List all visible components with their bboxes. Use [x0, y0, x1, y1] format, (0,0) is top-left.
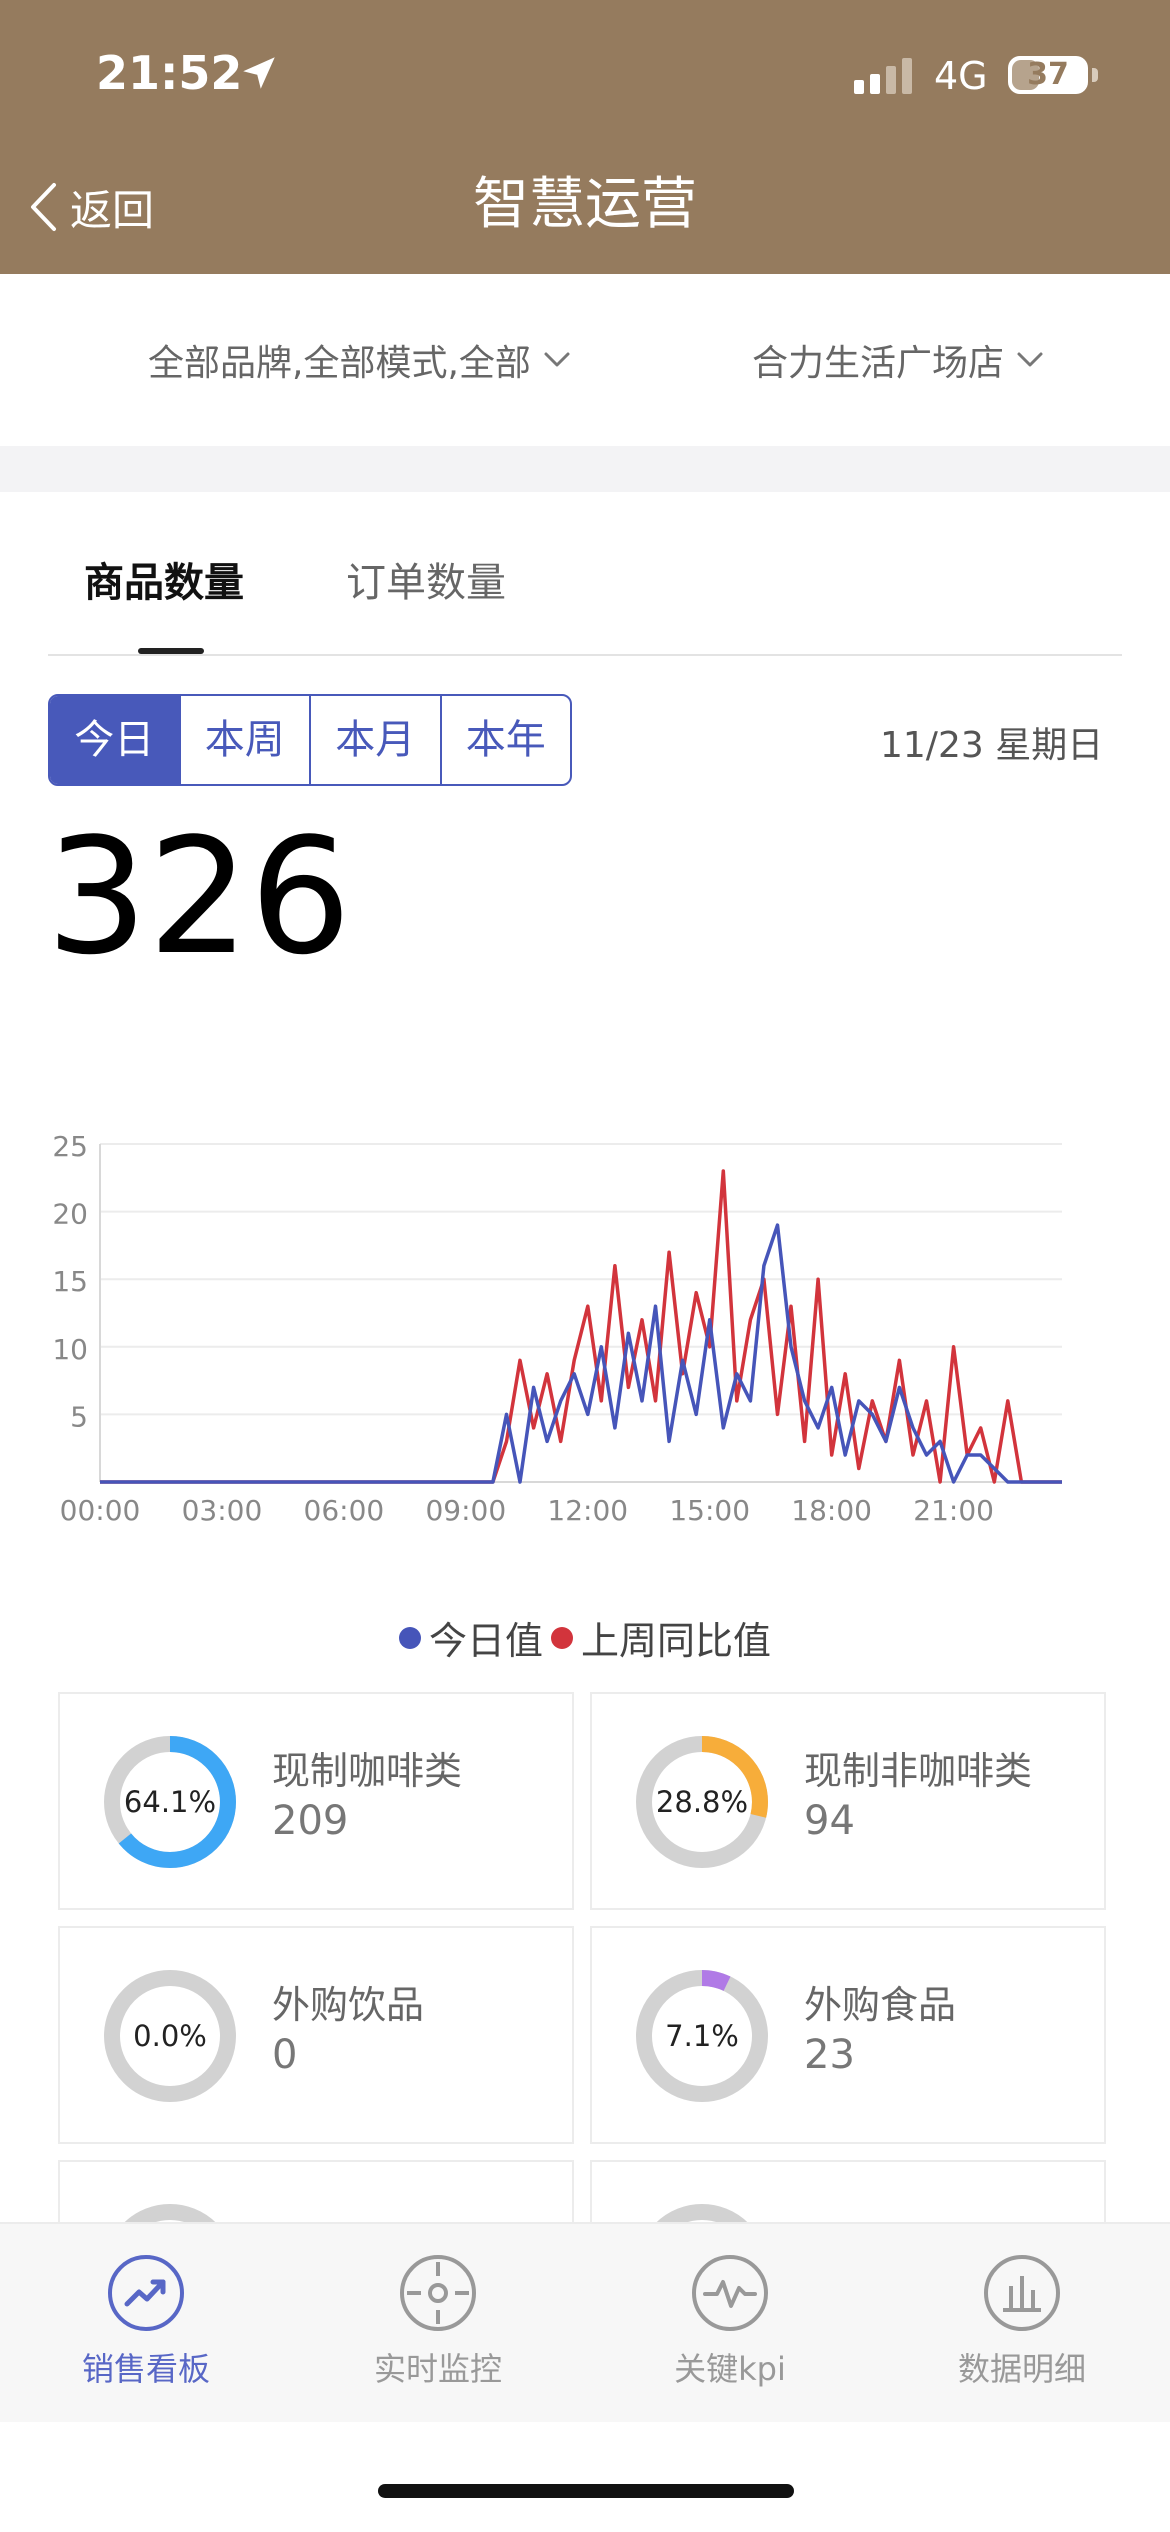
x-tick-label: 12:00 — [547, 1494, 628, 1527]
x-tick-label: 06:00 — [304, 1494, 385, 1527]
tab-label: 关键kpi — [674, 2350, 786, 2388]
battery-icon: 37 — [1008, 56, 1088, 94]
page-title: 智慧运营 — [473, 172, 697, 237]
y-tick-label: 25 — [52, 1130, 88, 1163]
donut-chart — [104, 1736, 236, 1868]
nav-bar: 智慧运营 返回 — [0, 150, 1170, 274]
tab-key-kpi[interactable]: 关键kpi — [584, 2252, 876, 2390]
category-percent: 28.8% — [655, 1785, 749, 1819]
back-label: 返回 — [70, 185, 155, 235]
network-type: 4G — [934, 54, 988, 98]
home-indicator[interactable] — [378, 2484, 794, 2498]
category-name: 现制咖啡类 — [272, 1749, 463, 1793]
battery-level: 37 — [1027, 57, 1069, 92]
donut-track — [104, 1970, 236, 2102]
y-tick-label: 15 — [52, 1265, 88, 1298]
category-percent: 0.0% — [133, 2019, 207, 2053]
x-tick-label: 21:00 — [913, 1494, 994, 1527]
category-percent: 64.1% — [123, 1785, 217, 1819]
legend-item-today[interactable]: 今日值 — [398, 1610, 543, 1665]
battery-fill — [1012, 60, 1039, 90]
period-selector: 今日 本周 本月 本年 — [48, 694, 572, 786]
donut-arc — [636, 1970, 768, 2102]
hourly-line-chart: 5 10 15 20 25 00:00 03:00 06:00 09:00 12:00 15:00 1… — [52, 1130, 1062, 1527]
category-card-partial[interactable] — [590, 2160, 1106, 2336]
store-filter-dropdown[interactable]: 合力生活广场店 — [752, 334, 1044, 386]
legend-dot-today — [398, 1626, 421, 1649]
category-card-partial[interactable] — [58, 2160, 574, 2336]
period-week-button[interactable]: 本周 — [178, 696, 310, 784]
category-value: 209 — [272, 1798, 349, 1844]
brand-filter-label: 全部品牌,全部模式,全部 — [148, 343, 531, 384]
tab-sales-dashboard[interactable]: 销售看板 — [0, 2252, 292, 2390]
active-tab-indicator — [138, 648, 204, 654]
home-indicator-area — [0, 2422, 1170, 2532]
tab-label: 销售看板 — [81, 2350, 210, 2388]
category-card-fresh-coffee[interactable]: 64.1% 现制咖啡类 209 — [58, 1692, 574, 1910]
target-icon — [400, 2255, 476, 2331]
category-value: 23 — [804, 2032, 855, 2078]
x-tick-label: 09:00 — [425, 1494, 506, 1527]
back-button[interactable]: 返回 — [28, 172, 154, 242]
x-tick-label: 18:00 — [791, 1494, 872, 1527]
location-arrow-icon — [243, 57, 275, 89]
trend-icon — [108, 2255, 184, 2331]
x-tick-label: 00:00 — [60, 1494, 141, 1527]
tab-realtime-monitor[interactable]: 实时监控 — [292, 2252, 584, 2390]
category-card-bought-drinks[interactable]: 0.0% 外购饮品 0 — [58, 1926, 574, 2144]
sales-card: 商品数量 订单数量 今日 本周 本月 本年 11/23 星期日 326 5 10 1… — [0, 492, 1170, 2336]
period-month-button[interactable]: 本月 — [309, 696, 440, 784]
period-year-button[interactable]: 本年 — [439, 696, 571, 784]
chevron-down-icon — [544, 352, 570, 367]
date-label: 11/23 星期日 — [880, 725, 1104, 766]
legend-label-last-week: 上周同比值 — [581, 1619, 772, 1663]
series-line-today — [100, 1223, 1062, 1484]
tab-divider — [48, 654, 1122, 656]
tab-label: 实时监控 — [373, 2350, 502, 2388]
y-tick-label: 5 — [70, 1400, 88, 1433]
status-bar: 21:52 4G 37 — [0, 0, 1170, 150]
y-tick-label: 20 — [52, 1198, 88, 1231]
filter-bar: 全部品牌,全部模式,全部 合力生活广场店 — [0, 274, 1170, 446]
tab-order-count[interactable]: 订单数量 — [346, 560, 506, 606]
tab-label: 数据明细 — [957, 2350, 1086, 2388]
battery-tip — [1092, 68, 1098, 82]
category-card-bought-food[interactable]: 7.1% 外购食品 23 — [590, 1926, 1106, 2144]
legend-dot-last-week — [551, 1626, 573, 1649]
status-time: 21:52 — [96, 46, 243, 100]
pulse-icon — [692, 2255, 768, 2331]
chart-legend: 今日值 上周同比值 — [0, 1610, 1170, 1665]
y-tick-label: 10 — [52, 1333, 88, 1366]
brand-filter-dropdown[interactable]: 全部品牌,全部模式,全部 — [148, 334, 571, 386]
x-tick-label: 03:00 — [182, 1494, 263, 1527]
tab-product-count[interactable]: 商品数量 — [84, 560, 244, 606]
bar-chart-icon — [984, 2255, 1060, 2331]
category-name: 外购食品 — [804, 1983, 957, 2027]
bottom-tab-bar: 销售看板 实时监控 关键kpi 数据明细 — [0, 2222, 1170, 2422]
donut-chart — [104, 1970, 236, 2102]
legend-item-last-week[interactable]: 上周同比值 — [551, 1610, 771, 1665]
period-today-button[interactable]: 今日 — [50, 696, 179, 784]
x-tick-label: 15:00 — [669, 1494, 750, 1527]
tab-data-detail[interactable]: 数据明细 — [876, 2252, 1168, 2390]
chevron-left-icon — [31, 183, 56, 231]
donut-chart — [636, 1970, 768, 2102]
donut-arc — [636, 1736, 768, 1868]
donut-chart — [636, 1736, 768, 1868]
category-name: 现制非咖啡类 — [804, 1749, 1033, 1793]
category-percent: 7.1% — [665, 2019, 739, 2053]
total-count: 326 — [46, 803, 352, 990]
legend-label-today: 今日值 — [428, 1619, 543, 1663]
category-name: 外购饮品 — [272, 1983, 425, 2027]
signal-icon — [854, 58, 912, 94]
category-card-fresh-non-coffee[interactable]: 28.8% 现制非咖啡类 94 — [590, 1692, 1106, 1910]
category-value: 0 — [272, 2032, 298, 2078]
category-value: 94 — [804, 1798, 855, 1844]
store-filter-label: 合力生活广场店 — [752, 343, 1005, 384]
donut-arc — [104, 1736, 236, 1868]
chevron-down-icon — [1017, 352, 1043, 367]
